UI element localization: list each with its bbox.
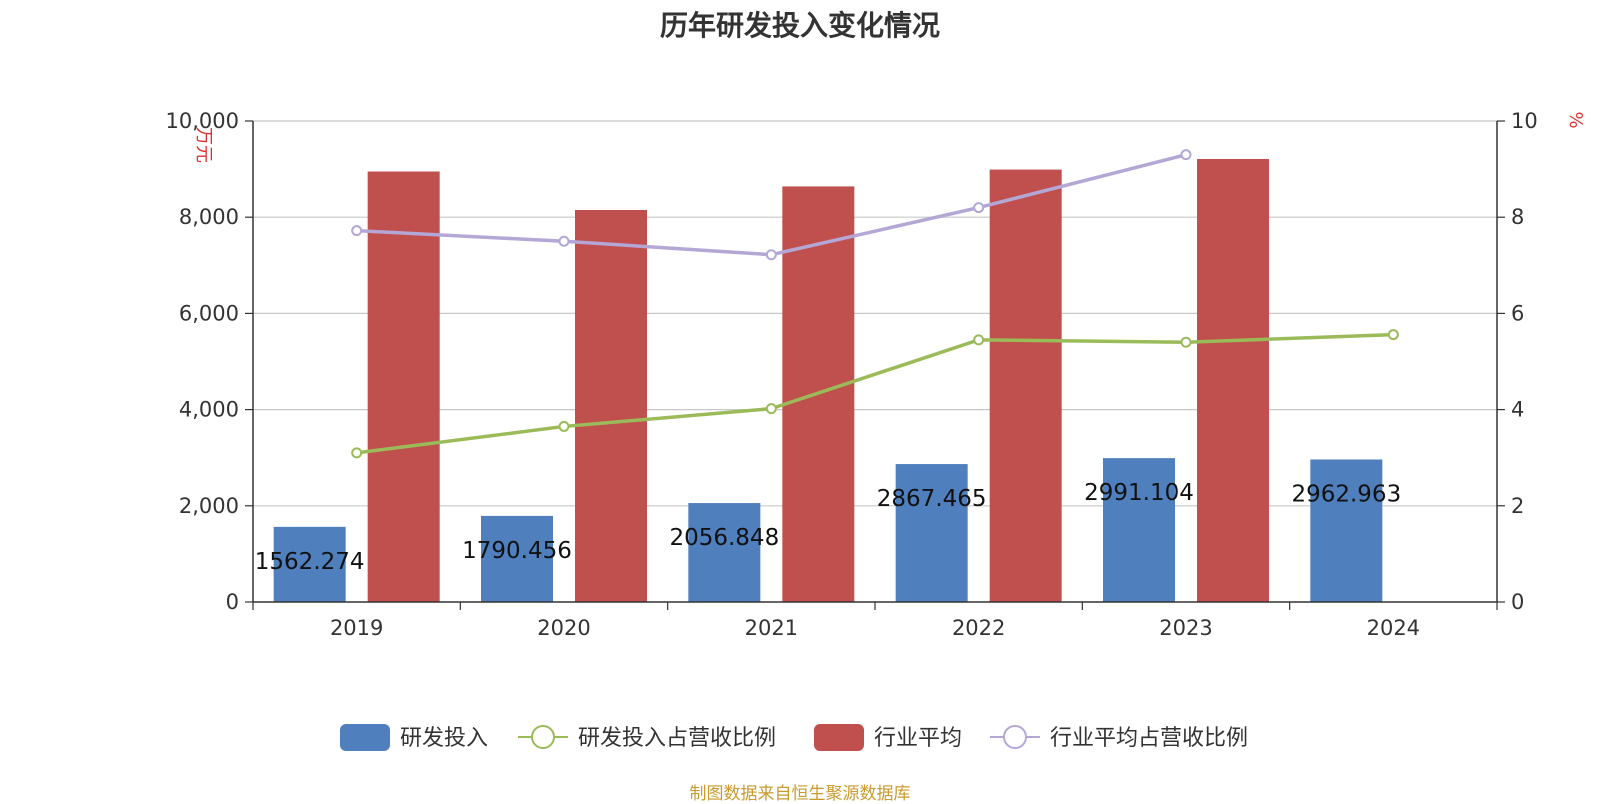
x-axis-tick-label: 2022 bbox=[952, 616, 1005, 640]
bar-0-3 bbox=[895, 464, 968, 602]
legend-swatch-2 bbox=[814, 724, 864, 751]
bar-data-label: 2867.465 bbox=[877, 486, 987, 512]
legend-marker-1 bbox=[531, 725, 555, 749]
bar-0-2 bbox=[688, 503, 761, 602]
bar-2-4 bbox=[1197, 158, 1269, 602]
bar-data-label: 2962.963 bbox=[1291, 481, 1401, 507]
x-axis-tick-label: 2020 bbox=[537, 616, 590, 640]
bar-0-0 bbox=[273, 526, 346, 602]
legend-label-2: 行业平均 bbox=[874, 726, 962, 751]
line-point-1-4 bbox=[1180, 336, 1192, 348]
line-point-3-3 bbox=[973, 202, 985, 214]
left-axis-tick-label: 2,000 bbox=[179, 494, 239, 518]
left-axis-tick-label: 4,000 bbox=[179, 398, 239, 422]
bar-data-label: 2991.104 bbox=[1084, 480, 1194, 506]
left-axis-tick-label: 8,000 bbox=[179, 205, 239, 229]
source-note: 制图数据来自恒生聚源数据库 bbox=[689, 784, 911, 804]
right-axis-tick-label: 10 bbox=[1511, 109, 1538, 133]
bar-2-3 bbox=[989, 169, 1062, 602]
x-axis-tick-label: 2024 bbox=[1367, 616, 1420, 640]
legend-swatch-0 bbox=[340, 724, 390, 751]
legend-label-0: 研发投入 bbox=[400, 726, 488, 751]
lines-layer bbox=[351, 149, 1399, 459]
left-axis-unit: 万元 bbox=[193, 127, 214, 163]
x-axis-tick-label: 2021 bbox=[745, 616, 798, 640]
right-axis-tick-label: 4 bbox=[1511, 398, 1524, 422]
gridlines bbox=[253, 120, 1497, 507]
bar-0-1 bbox=[481, 515, 553, 602]
line-point-3-1 bbox=[558, 235, 570, 247]
bar-data-label: 2056.848 bbox=[669, 525, 779, 551]
legend: 研发投入 研发投入占营收比例 行业平均 行业平均占营收比例 bbox=[340, 724, 1248, 751]
line-point-1-3 bbox=[973, 334, 985, 346]
left-axis-tick-label: 10,000 bbox=[166, 109, 239, 133]
bar-0-5 bbox=[1310, 459, 1383, 602]
line-point-1-0 bbox=[351, 447, 363, 459]
chart-title: 历年研发投入变化情况 bbox=[659, 9, 940, 42]
line-point-3-0 bbox=[351, 225, 363, 237]
legend-label-3: 行业平均占营收比例 bbox=[1050, 726, 1248, 751]
left-axis-tick-label: 0 bbox=[226, 590, 239, 614]
right-axis-tick-label: 0 bbox=[1511, 590, 1524, 614]
bar-data-label: 1562.274 bbox=[255, 549, 365, 575]
bar-0-4 bbox=[1103, 458, 1175, 602]
bars-layer bbox=[273, 158, 1383, 603]
line-point-3-4 bbox=[1180, 149, 1192, 161]
x-axis-tick-label: 2019 bbox=[330, 616, 383, 640]
line-point-1-5 bbox=[1387, 329, 1399, 341]
right-axis-tick-label: 2 bbox=[1511, 494, 1524, 518]
bar-2-1 bbox=[575, 209, 647, 603]
bar-2-0 bbox=[367, 171, 440, 602]
right-axis-tick-label: 6 bbox=[1511, 301, 1524, 325]
left-axis-tick-label: 6,000 bbox=[179, 301, 239, 325]
line-series-1 bbox=[356, 332, 1394, 455]
legend-label-1: 研发投入占营收比例 bbox=[578, 726, 776, 751]
bar-data-label: 1790.456 bbox=[462, 538, 572, 564]
right-axis-unit: % bbox=[1565, 111, 1586, 128]
x-axis-tick-label: 2023 bbox=[1159, 616, 1212, 640]
line-point-1-2 bbox=[765, 403, 777, 415]
right-axis-tick-label: 8 bbox=[1511, 205, 1524, 229]
line-point-1-1 bbox=[558, 420, 570, 432]
axes-layer: 0 2,000 4,000 6,000 8,000 10,000 0 2 4 6 8 10 2019 20… bbox=[166, 109, 1538, 640]
line-point-3-2 bbox=[765, 249, 777, 261]
legend-marker-3 bbox=[1003, 725, 1027, 749]
data-labels-layer: 1562.274 1790.456 2056.848 2867.465 2991.104… bbox=[255, 480, 1401, 575]
